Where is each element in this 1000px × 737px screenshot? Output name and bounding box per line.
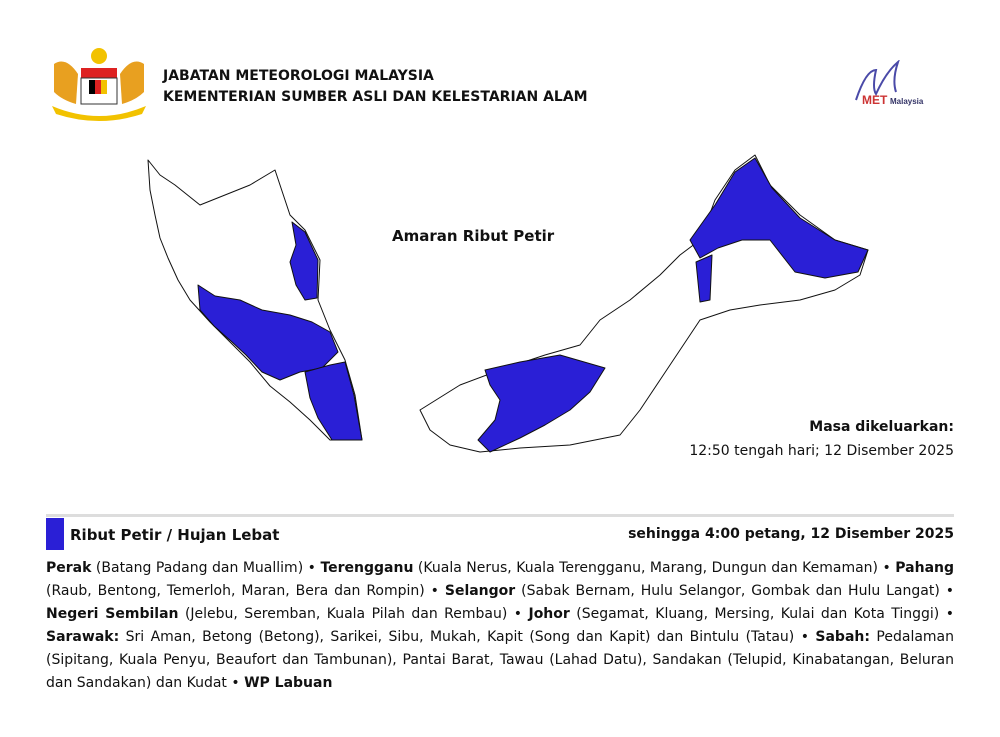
org-line-2: KEMENTERIAN SUMBER ASLI DAN KELESTARIAN … [163,89,588,105]
org-line-1: JABATAN METEOROLOGI MALAYSIA [163,68,434,84]
svg-text:MET: MET [862,93,888,107]
separator: • [945,606,954,622]
state-name: Perak [46,560,92,576]
separator: • [307,560,321,576]
district-list: (Segamat, Kluang, Mersing, Kulai dan Kot… [569,606,946,622]
warning-area-sarawak [477,354,606,453]
state-name: Johor [528,606,570,622]
state-name: Sabah: [815,629,870,645]
district-list: (Batang Padang dan Muallim) [91,560,308,576]
warning-area-johor [304,361,363,441]
separator: • [800,629,816,645]
affected-areas: Perak (Batang Padang dan Muallim) • Tere… [46,557,954,695]
organization-name: JABATAN METEOROLOGI MALAYSIA KEMENTERIAN… [163,66,588,108]
issued-value: 12:50 tengah hari; 12 Disember 2025 [689,443,954,459]
district-list: (Sabak Bernam, Hulu Selangor, Gombak dan… [515,583,946,599]
district-list: (Kuala Nerus, Kuala Terengganu, Marang, … [413,560,883,576]
warning-area-terengganu [289,221,319,301]
met-malaysia-logo: MET Malaysia [855,60,924,107]
state-name: WP Labuan [244,675,333,691]
state-name: Terengganu [320,560,414,576]
map-title: Amaran Ribut Petir [392,227,555,245]
warning-area-sabah-north [689,157,869,279]
district-list: (Raub, Bentong, Temerloh, Maran, Bera da… [46,583,431,599]
state-name: Sarawak: [46,629,120,645]
district-list: Sri Aman, Betong (Betong), Sarikei, Sibu… [119,629,801,645]
district-list: (Jelebu, Seremban, Kuala Pilah dan Remba… [178,606,514,622]
separator: • [430,583,445,599]
state-name: Pahang [895,560,954,576]
separator: • [945,583,954,599]
warning-color-marker [46,518,64,550]
separator: • [231,675,245,691]
district-list: Pedalaman (Sipitang, Kuala Penyu, Beaufo… [46,629,954,691]
borneo-sarawak-sabah [419,154,869,453]
divider [46,514,954,517]
state-name: Negeri Sembilan [46,606,179,622]
warning-area-sabah-west [695,254,713,303]
warning-map [147,154,869,453]
warning-title: Ribut Petir / Hujan Lebat [70,526,280,544]
issued-label: Masa dikeluarkan: [809,419,954,435]
separator: • [513,606,529,622]
separator: • [882,560,896,576]
malaysia-coat-of-arms-logo [52,48,146,121]
svg-text:Malaysia: Malaysia [890,97,924,106]
issued-time: Masa dikeluarkan: 12:50 tengah hari; 12 … [689,415,954,463]
state-name: Selangor [444,583,516,599]
valid-until: sehingga 4:00 petang, 12 Disember 2025 [628,526,954,542]
